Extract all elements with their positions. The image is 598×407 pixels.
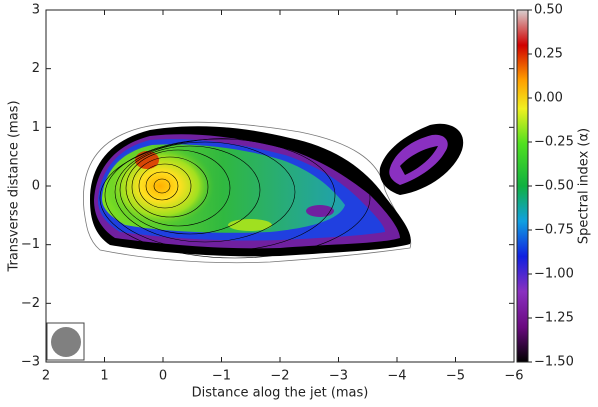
x-tick-label: −2 [270,369,289,384]
map [82,121,464,264]
x-tick-label: −1 [212,369,231,384]
x-tick-label: −6 [504,369,523,384]
x-tick-label: −3 [329,369,348,384]
beam [51,327,81,357]
y-tick-label: 2 [32,61,40,76]
colorbar-tick-label: −0.25 [534,135,574,150]
y-axis-label: Transverse distance (mas) [7,100,22,272]
y-tick-label: 3 [32,3,40,18]
x-axis-label: Distance alog the jet (mas) [192,386,369,401]
y-tick-label: −1 [21,237,40,252]
colorbar-tick-label: −0.75 [534,223,574,238]
colorbar-tick-label: −1.25 [534,311,574,326]
colorbar [516,9,529,363]
x-tick-label: −4 [387,369,406,384]
colorbar-tick-label: 0.50 [534,3,563,18]
x-tick-label: −5 [446,369,465,384]
x-tick-label: 2 [42,369,50,384]
y-tick-label: 1 [32,120,40,135]
y-tick-label: −2 [21,296,40,311]
y-tick-label: 0 [32,179,40,194]
colorbar-tick-label: 0.00 [534,91,563,106]
colorbar-tick-label: −1.00 [534,267,574,282]
x-tick-label: 1 [100,369,108,384]
colorbar-label: Spectral index (α) [577,128,592,244]
colorbar-tick-label: −1.50 [534,355,574,370]
colorbar-tick-label: 0.25 [534,47,563,62]
contours [99,137,371,259]
y-tick-label: −3 [21,355,40,370]
colorbar-tick-label: −0.50 [534,179,574,194]
x-tick-label: 0 [159,369,167,384]
